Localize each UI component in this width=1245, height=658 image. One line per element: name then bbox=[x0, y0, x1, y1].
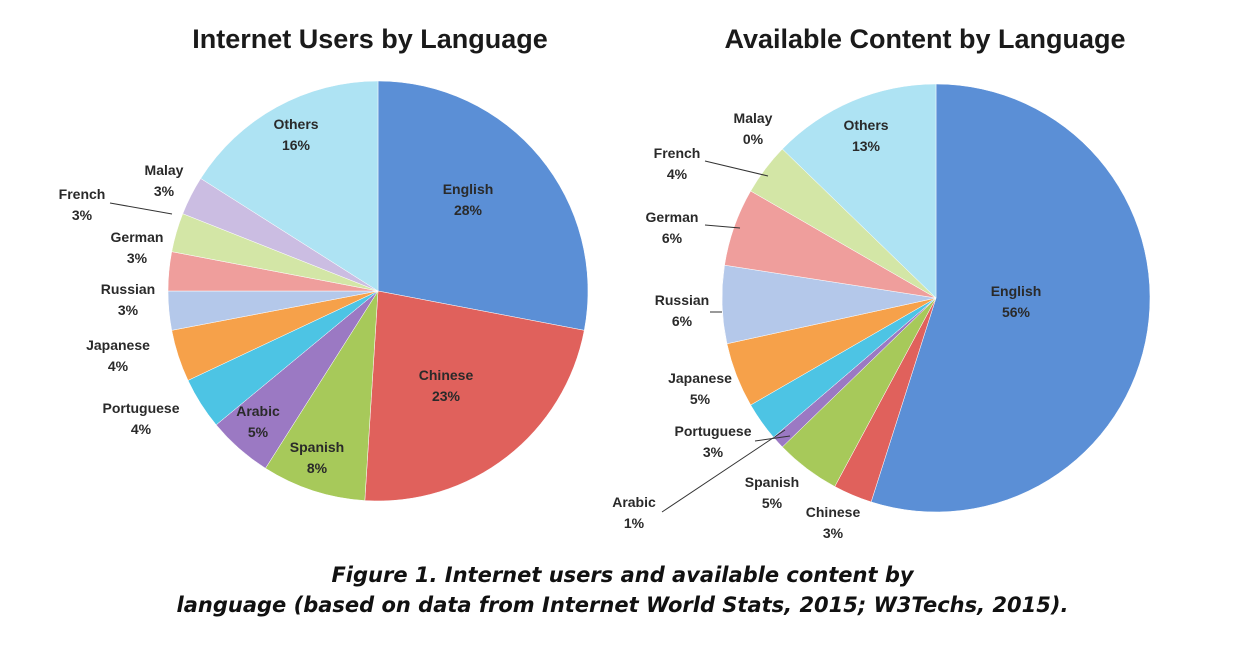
slice-label-english: English bbox=[991, 283, 1042, 299]
slice-label-japanese: Japanese bbox=[86, 337, 150, 353]
pie-slice-chinese bbox=[364, 290, 585, 502]
slice-label-french: French bbox=[654, 145, 701, 161]
slice-value-russian: 3% bbox=[118, 302, 139, 318]
slice-value-portuguese: 3% bbox=[703, 444, 724, 460]
chart-title-internet-users: Internet Users by Language bbox=[192, 24, 548, 54]
slice-value-others: 13% bbox=[852, 138, 881, 154]
slice-label-japanese: Japanese bbox=[668, 370, 732, 386]
slice-value-english: 56% bbox=[1002, 304, 1031, 320]
leader-line-german bbox=[704, 224, 741, 229]
figure-caption-line-2: language (based on data from Internet Wo… bbox=[176, 593, 1069, 617]
slice-label-portuguese: Portuguese bbox=[674, 423, 751, 439]
figure-caption-line-1: Figure 1. Internet users and available c… bbox=[331, 563, 914, 587]
slice-label-portuguese: Portuguese bbox=[102, 400, 179, 416]
slice-label-others: Others bbox=[273, 116, 318, 132]
pie-slice-english bbox=[377, 80, 589, 331]
pie-slice-english bbox=[870, 83, 1151, 513]
leader-line-portuguese bbox=[754, 435, 791, 442]
slice-label-russian: Russian bbox=[101, 281, 155, 297]
pie-internet-users: English 28% Chinese 23% Spanish 8% Arabic 5% Por… bbox=[59, 80, 589, 502]
leader-line-french bbox=[704, 160, 769, 177]
slice-label-spanish: Spanish bbox=[290, 439, 344, 455]
slice-label-chinese: Chinese bbox=[806, 504, 861, 520]
slice-label-english: English bbox=[443, 181, 494, 197]
slice-value-spanish: 8% bbox=[307, 460, 328, 476]
slice-label-malay: Malay bbox=[734, 110, 773, 126]
slice-value-french: 3% bbox=[72, 207, 93, 223]
slice-value-arabic: 1% bbox=[624, 515, 645, 531]
pie-available-content: English 56% Chinese 3% Spanish 5% Arabic 1% Port… bbox=[612, 83, 1151, 541]
slice-label-german: German bbox=[111, 229, 164, 245]
slice-label-french: French bbox=[59, 186, 106, 202]
slice-value-chinese: 23% bbox=[432, 388, 461, 404]
slice-value-others: 16% bbox=[282, 137, 311, 153]
leader-line-french bbox=[109, 202, 173, 215]
slice-label-russian: Russian bbox=[655, 292, 709, 308]
slice-value-french: 4% bbox=[667, 166, 688, 182]
leader-line-arabic bbox=[661, 429, 786, 513]
slice-label-arabic: Arabic bbox=[612, 494, 656, 510]
slice-value-arabic: 5% bbox=[248, 424, 269, 440]
slice-value-english: 28% bbox=[454, 202, 483, 218]
slice-value-german: 3% bbox=[127, 250, 148, 266]
slice-value-german: 6% bbox=[662, 230, 683, 246]
pie-slice-others bbox=[782, 83, 937, 299]
slice-value-japanese: 5% bbox=[690, 391, 711, 407]
slice-label-chinese: Chinese bbox=[419, 367, 474, 383]
slice-label-arabic: Arabic bbox=[236, 403, 280, 419]
slice-value-russian: 6% bbox=[672, 313, 693, 329]
pie-slice-others bbox=[200, 80, 379, 292]
slice-value-chinese: 3% bbox=[823, 525, 844, 541]
slice-label-others: Others bbox=[843, 117, 888, 133]
slice-value-spanish: 5% bbox=[762, 495, 783, 511]
slice-label-german: German bbox=[646, 209, 699, 225]
slice-label-malay: Malay bbox=[145, 162, 184, 178]
slice-value-malay: 3% bbox=[154, 183, 175, 199]
chart-title-available-content: Available Content by Language bbox=[724, 24, 1126, 54]
pie-slice-spanish bbox=[265, 290, 379, 501]
slice-value-malay: 0% bbox=[743, 131, 764, 147]
slice-label-spanish: Spanish bbox=[745, 474, 799, 490]
slice-value-japanese: 4% bbox=[108, 358, 129, 374]
slice-value-portuguese: 4% bbox=[131, 421, 152, 437]
